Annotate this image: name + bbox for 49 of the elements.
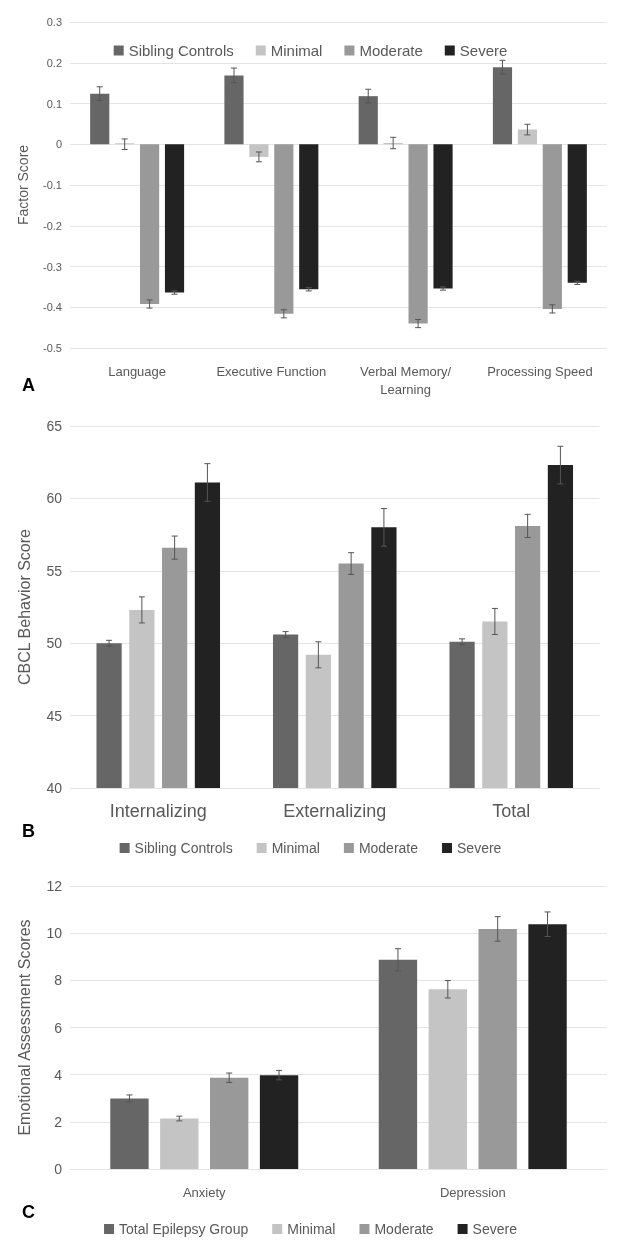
y-tick-label: -0.1 xyxy=(43,179,62,191)
y-tick-label: 12 xyxy=(46,878,63,894)
legend-label: Moderate xyxy=(358,840,419,856)
legend-label: Minimal xyxy=(271,840,320,856)
y-tick-label: 50 xyxy=(46,635,63,652)
y-tick-label: -0.5 xyxy=(43,342,62,354)
y-tick-label: 6 xyxy=(54,1019,63,1036)
legend-label: Moderate xyxy=(374,1221,434,1237)
text: C xyxy=(22,1202,35,1222)
y-tick-label: 60 xyxy=(46,490,63,507)
x-tick-label: Anxiety xyxy=(182,1184,227,1200)
x-tick-label: Externalizing xyxy=(283,801,387,821)
x-tick-label: Internalizing xyxy=(109,801,207,821)
y-tick-label: 0.2 xyxy=(46,56,62,69)
x-tick-label: Total xyxy=(492,801,531,821)
y-axis-title: Emotional Assessment Scores xyxy=(15,919,33,1136)
legend-label: Sibling Controls xyxy=(128,42,234,59)
text: A xyxy=(22,375,35,395)
y-tick-label: 65 xyxy=(46,418,63,434)
x-tick-label: Verbal Memory/Learning xyxy=(360,363,452,397)
legend-label: Moderate xyxy=(359,42,423,59)
y-axis-title: Factor Score xyxy=(15,144,31,226)
y-tick-label: 2 xyxy=(54,1113,63,1130)
legend-label: Minimal xyxy=(287,1221,336,1237)
legend-label: Sibling Controls xyxy=(134,840,233,856)
y-tick-label: 0 xyxy=(55,138,62,151)
y-tick-label: 10 xyxy=(46,925,63,942)
y-tick-label: 0 xyxy=(54,1161,63,1177)
y-tick-label: 45 xyxy=(46,707,63,724)
y-tick-label: 8 xyxy=(54,972,63,989)
legend-label: Total Epilepsy Group xyxy=(119,1221,249,1237)
y-tick-label: -0.4 xyxy=(43,301,62,314)
text: B xyxy=(22,821,35,841)
y-tick-label: 4 xyxy=(54,1066,63,1083)
y-axis-title: CBCL Behavior Score xyxy=(15,528,33,685)
x-tick-label: Language xyxy=(108,363,167,379)
y-tick-label: 0.1 xyxy=(46,97,62,110)
legend-label: Severe xyxy=(459,42,508,59)
x-tick-label: Processing Speed xyxy=(487,363,593,379)
y-tick-label: 0.3 xyxy=(46,16,62,28)
legend-label: Minimal xyxy=(270,42,323,59)
x-tick-label: Executive Function xyxy=(216,363,327,379)
x-tick-label: Depression xyxy=(439,1184,506,1200)
y-tick-label: -0.3 xyxy=(43,260,62,273)
y-tick-label: 40 xyxy=(46,780,63,796)
legend-label: Severe xyxy=(472,1221,518,1237)
y-tick-label: 55 xyxy=(46,562,63,579)
legend-label: Severe xyxy=(457,840,502,856)
y-tick-label: -0.2 xyxy=(43,219,62,232)
